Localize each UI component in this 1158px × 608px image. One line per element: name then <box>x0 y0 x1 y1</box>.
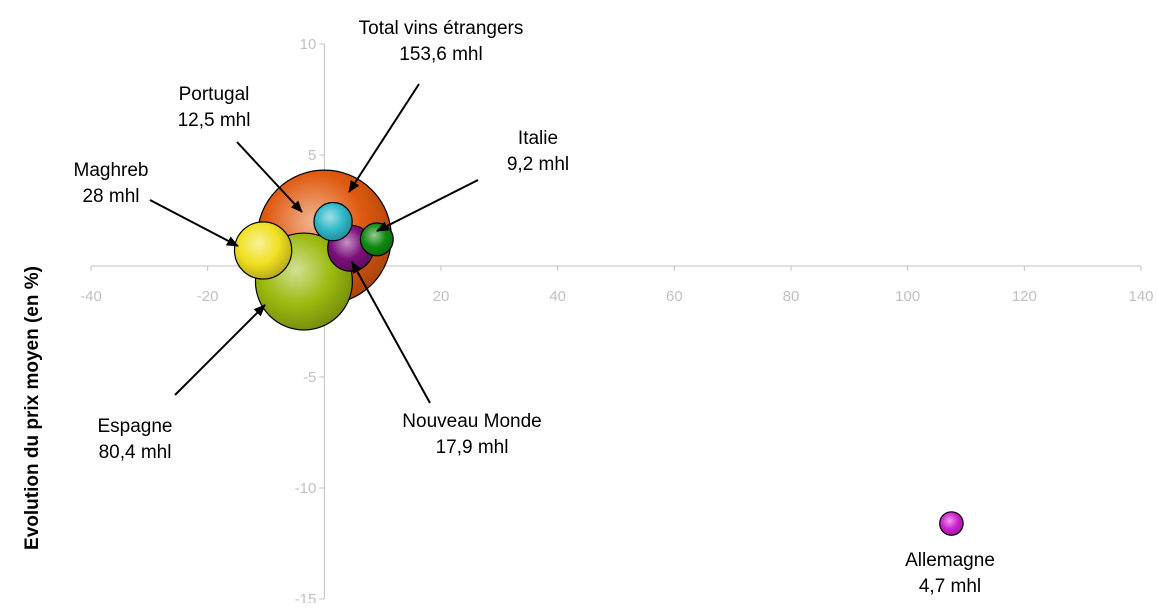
label-nouveau-monde: Nouveau Monde 17,9 mhl <box>402 411 541 458</box>
x-tick-label: 60 <box>666 288 683 305</box>
y-tick-label: -10 <box>295 480 317 497</box>
label-name: Allemagne <box>905 550 995 571</box>
label-volume: 28 mhl <box>82 186 139 207</box>
label-espagne: Espagne 80,4 mhl <box>97 416 172 463</box>
arrow-espagne <box>174 304 266 396</box>
y-axis-title: Evolution du prix moyen (en %) <box>22 266 43 550</box>
label-name: Total vins étrangers <box>359 18 524 39</box>
bubble-maghreb <box>233 221 293 280</box>
x-tick-label: 40 <box>549 288 566 305</box>
y-tick-label: -5 <box>303 369 316 386</box>
label-name: Maghreb <box>74 160 149 181</box>
y-tick-label: 10 <box>300 36 317 53</box>
x-tick-label: 100 <box>895 288 920 305</box>
arrow-nouveau-monde <box>351 261 431 404</box>
arrow-total-vins-trangers <box>348 83 420 193</box>
x-tick-label: -40 <box>80 288 102 305</box>
label-name: Nouveau Monde <box>402 411 541 432</box>
label-volume: 9,2 mhl <box>507 154 569 175</box>
label-volume: 12,5 mhl <box>178 110 251 131</box>
label-portugal: Portugal 12,5 mhl <box>178 84 251 131</box>
arrow-portugal <box>236 141 303 213</box>
label-name: Portugal <box>179 84 250 105</box>
x-tick-label: 140 <box>1128 288 1153 305</box>
label-total-vins-trangers: Total vins étrangers 153,6 mhl <box>359 18 524 65</box>
label-allemagne: Allemagne 4,7 mhl <box>905 550 995 597</box>
label-volume: 4,7 mhl <box>919 576 981 597</box>
bubble-layer <box>233 169 964 536</box>
y-tick-label: 5 <box>308 147 316 164</box>
label-name: Espagne <box>97 416 172 437</box>
label-volume: 17,9 mhl <box>436 437 509 458</box>
x-tick-label: 120 <box>1012 288 1037 305</box>
x-tick-label: 80 <box>783 288 800 305</box>
arrow-italie <box>376 179 479 232</box>
arrow-maghreb <box>149 199 239 247</box>
label-volume: 80,4 mhl <box>99 442 172 463</box>
label-volume: 153,6 mhl <box>399 44 482 65</box>
label-maghreb: Maghreb 28 mhl <box>74 160 149 207</box>
bubble-italie <box>359 222 394 257</box>
label-layer: Total vins étrangers 153,6 mhl Espagne 80,4… <box>74 18 995 597</box>
y-tick-label: -15 <box>295 591 317 603</box>
label-italie: Italie 9,2 mhl <box>507 128 569 175</box>
bubble-allemagne <box>939 511 964 536</box>
label-name: Italie <box>518 128 558 149</box>
bubble-portugal <box>313 201 353 242</box>
x-tick-label: -20 <box>197 288 219 305</box>
x-tick-label: 20 <box>433 288 450 305</box>
